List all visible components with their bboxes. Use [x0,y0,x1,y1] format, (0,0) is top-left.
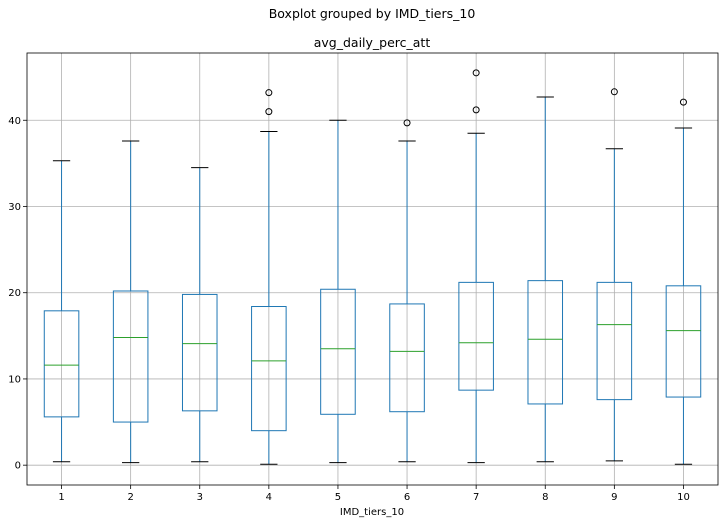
box-7 [458,69,494,464]
plot-frame [26,52,719,486]
y-tick-label: 0 [15,461,21,472]
box-body [527,280,564,405]
box-body [251,306,287,432]
box-body [43,310,80,418]
x-tick-label: 8 [542,492,548,503]
flier-point [610,88,618,96]
box-body [320,288,356,415]
flier-point [265,89,273,97]
box-body [596,281,633,401]
chart-title: Boxplot grouped by IMD_tiers_10 [269,6,476,21]
box-1 [43,160,80,463]
box-5 [320,119,356,464]
flier-point [403,119,411,127]
x-tick-label: 6 [404,492,410,503]
box-body [665,285,702,398]
box-6 [389,119,425,463]
x-tick-label: 2 [127,492,133,503]
flier-point [472,69,480,77]
box-body [112,290,149,423]
x-tick-label: 5 [335,492,341,503]
box-body [181,293,218,412]
flier-point [679,98,687,106]
x-tick-label: 7 [473,492,479,503]
flier-point [472,106,480,114]
y-tick-label: 20 [8,288,21,299]
box-8 [527,96,564,463]
x-tick-label: 10 [677,492,690,503]
box-body [389,303,425,413]
x-tick-label: 4 [266,492,272,503]
box-body [458,281,494,391]
flier-point [265,108,273,116]
box-4 [251,89,287,465]
chart-subtitle: avg_daily_perc_att [314,35,431,50]
boxes-group [43,69,702,465]
box-10 [665,98,702,465]
box-2 [112,140,149,464]
x-tick-label: 3 [197,492,203,503]
x-axis-label: IMD_tiers_10 [340,507,404,518]
y-axis-ticks: 0 10 20 30 40 [8,116,27,472]
y-tick-label: 10 [8,374,21,385]
x-axis-ticks: 1 2 3 4 5 6 7 8 9 10 [58,485,690,503]
box-3 [181,167,218,463]
y-tick-label: 30 [8,202,21,213]
x-tick-label: 1 [58,492,64,503]
x-tick-label: 9 [611,492,617,503]
box-9 [596,88,633,462]
y-tick-label: 40 [8,116,21,127]
